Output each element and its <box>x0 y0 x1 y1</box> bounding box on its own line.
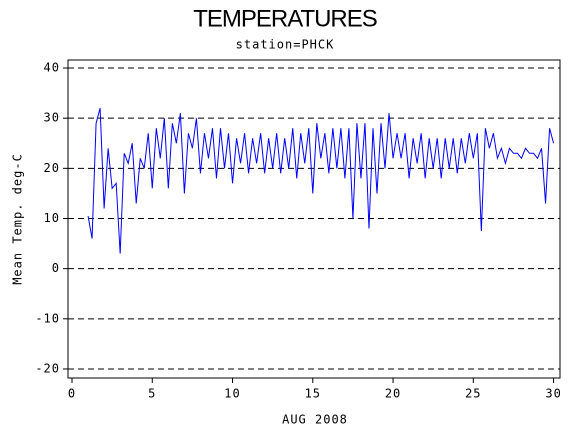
x-tick-label: 25 <box>465 387 481 401</box>
x-tick-label: 0 <box>68 387 76 401</box>
y-tick-label: 0 <box>52 261 60 275</box>
x-tick-label: 15 <box>305 387 321 401</box>
y-tick-label: 40 <box>44 61 60 75</box>
chart-subtitle: station=PHCK <box>236 38 335 52</box>
data-line <box>87 108 555 254</box>
y-tick-label: -20 <box>35 361 60 375</box>
plot-frame <box>67 59 561 379</box>
y-tick-label: 20 <box>44 161 60 175</box>
x-tick-label: 20 <box>385 387 401 401</box>
y-tick-label: 10 <box>44 211 60 225</box>
y-tick-label: 30 <box>44 111 60 125</box>
x-tick-label: 10 <box>224 387 240 401</box>
y-axis-label: Mean Temp. deg-C <box>11 153 25 285</box>
x-tick-label: 5 <box>148 387 156 401</box>
x-tick-label: 30 <box>545 387 561 401</box>
x-axis-label: AUG 2008 <box>282 413 348 427</box>
chart-title: TEMPERATURES <box>193 5 377 32</box>
y-tick-label: -10 <box>35 311 60 325</box>
